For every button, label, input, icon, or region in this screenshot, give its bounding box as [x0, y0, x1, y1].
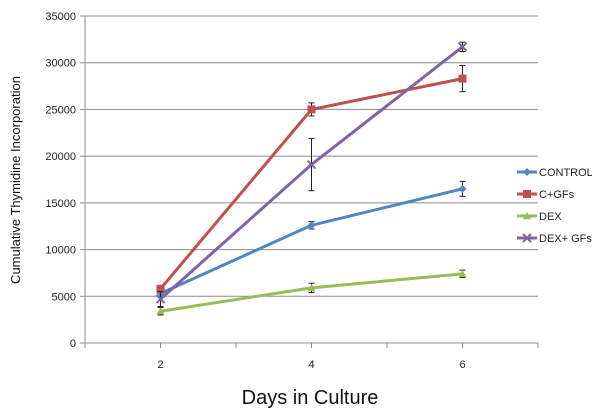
x-tick-labels: 2 4 6 — [157, 359, 465, 371]
y-tick-label: 15000 — [45, 198, 76, 210]
y-tick-labels: 0 5000 10000 15000 20000 25000 30000 35000 — [45, 11, 76, 350]
legend-marker — [523, 168, 531, 176]
legend-item: DEX — [517, 211, 562, 223]
data-point — [459, 185, 467, 193]
series-dex-gfs — [157, 42, 467, 306]
legend-item: CONTROL — [517, 167, 592, 179]
x-axis-title: Days in Culture — [242, 387, 379, 408]
data-point — [459, 75, 467, 83]
legend-item: DEX+ GFs — [517, 233, 592, 245]
legend-item: C+GFs — [517, 189, 575, 201]
legend-label: C+GFs — [539, 189, 575, 201]
x-tick-label: 2 — [157, 359, 163, 371]
y-tick-label: 25000 — [45, 104, 76, 116]
y-tick-label: 20000 — [45, 151, 76, 163]
legend-label: DEX — [539, 211, 562, 223]
series-lines — [157, 42, 467, 315]
y-tick-label: 30000 — [45, 58, 76, 70]
data-point — [308, 105, 316, 113]
x-tick-label: 6 — [459, 359, 465, 371]
y-tick-label: 10000 — [45, 245, 76, 257]
legend-label: DEX+ GFs — [539, 233, 592, 245]
x-tick-label: 4 — [308, 359, 314, 371]
legend-label: CONTROL — [539, 167, 592, 179]
y-tick-label: 0 — [70, 338, 76, 350]
y-tick-label: 35000 — [45, 11, 76, 23]
axes — [80, 16, 538, 348]
legend-marker — [523, 190, 531, 198]
series-dex — [157, 270, 467, 315]
legend: CONTROL C+GFs DEX DEX+ GFs — [517, 167, 592, 245]
y-axis-title: Cumulative Thymidine Incorporation — [8, 76, 23, 284]
y-tick-label: 5000 — [52, 291, 76, 303]
